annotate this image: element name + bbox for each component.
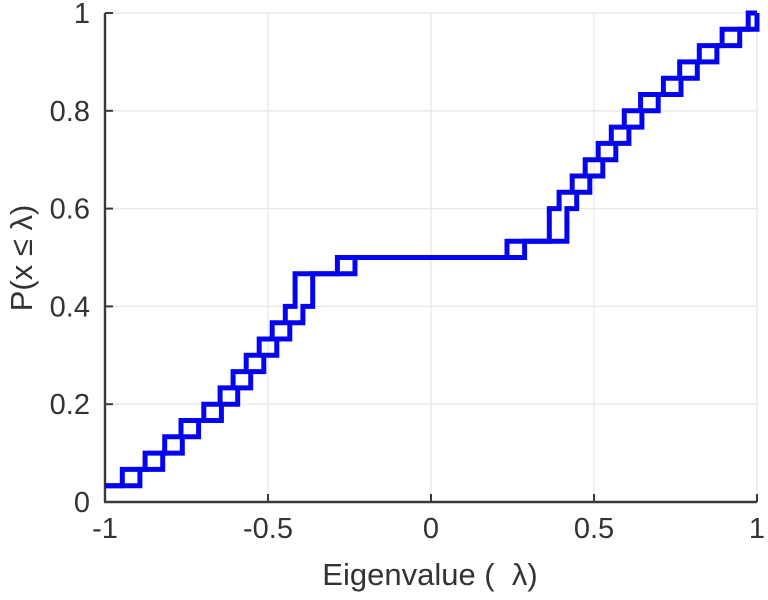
tick-labels: -1 -0.5 0 0.5 1 0 0.2 0.4 0.6 0.8 1	[50, 0, 765, 545]
y-axis-label: P(x ≤ λ)	[4, 205, 39, 312]
y-tick-label: 1	[74, 0, 90, 30]
x-tick-label: 0.5	[574, 513, 614, 545]
y-tick-label: 0.6	[50, 194, 90, 226]
ecdf-line-1	[105, 10, 757, 489]
y-tick-label: 0	[74, 487, 90, 519]
x-tick-label: 0	[423, 513, 439, 545]
ecdf-line-2	[105, 13, 760, 489]
axis-layer	[103, 12, 758, 504]
x-tick-label: -1	[92, 513, 118, 545]
x-tick-label: 1	[749, 513, 765, 545]
y-tick-label: 0.2	[50, 389, 90, 421]
y-tick-label: 0.4	[50, 291, 90, 323]
x-tick-label: -0.5	[243, 513, 293, 545]
x-axis-label: Eigenvalue ( λ)	[322, 557, 537, 592]
y-tick-label: 0.8	[50, 96, 90, 128]
ecdf-lines	[105, 10, 760, 489]
